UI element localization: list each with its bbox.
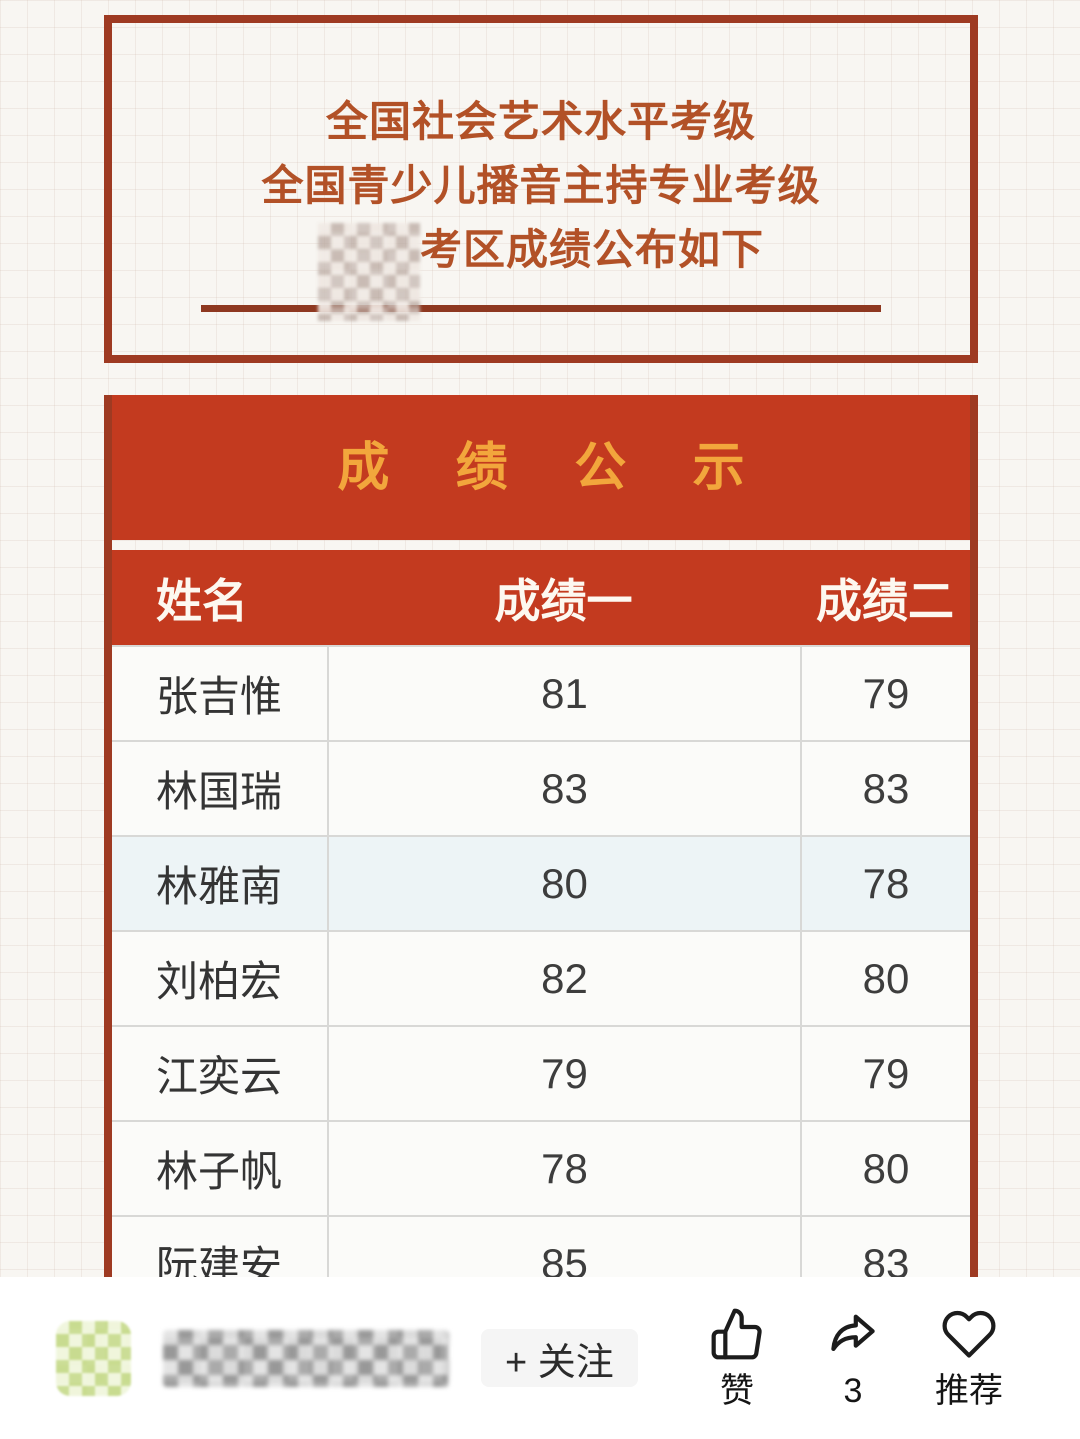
share-count-label: 3 xyxy=(843,1371,863,1410)
cell-score1: 78 xyxy=(327,1122,800,1215)
poster-title-line-3: 考区成绩公布如下 xyxy=(317,223,764,321)
column-header-name: 姓名 xyxy=(156,574,248,627)
poster-title-line-1: 全国社会艺术水平考级 xyxy=(325,98,756,145)
cell-score1: 80 xyxy=(327,837,800,930)
share-arrow-icon[interactable] xyxy=(825,1306,881,1362)
cell-name: 张吉惟 xyxy=(156,673,283,720)
column-header-score1: 成绩一 xyxy=(494,574,633,627)
results-section: 成 绩 公 示 姓名 成绩一 成绩二 张吉惟 81 79 林国瑞 83 83 林… xyxy=(104,395,978,1277)
cell-score2: 80 xyxy=(800,1122,970,1215)
cell-score2: 83 xyxy=(800,742,970,835)
cell-score2: 79 xyxy=(800,1027,970,1120)
column-header-score2: 成绩二 xyxy=(816,574,954,627)
table-row: 刘柏宏 82 80 xyxy=(112,930,970,1025)
cell-name: 刘柏宏 xyxy=(156,958,283,1005)
table-row: 林雅南 80 78 xyxy=(112,835,970,930)
poster-title-line-3-text: 考区成绩公布如下 xyxy=(419,226,764,273)
poster-title-line-2: 全国青少儿播音主持专业考级 xyxy=(261,162,821,209)
share-button[interactable]: 3 xyxy=(822,1306,884,1411)
censored-region-wrap xyxy=(317,223,420,321)
cell-name: 阮建安 xyxy=(156,1243,283,1277)
cell-name: 江奕云 xyxy=(156,1053,283,1100)
results-banner: 成 绩 公 示 xyxy=(112,395,970,540)
censored-exam-area-mosaic xyxy=(317,223,420,321)
cell-score1: 82 xyxy=(327,932,800,1025)
recommend-label: 推荐 xyxy=(935,1371,1003,1410)
results-poster-image[interactable]: 全国社会艺术水平考级 全国青少儿播音主持专业考级 考区成绩公布如下 成 绩 公 … xyxy=(0,0,1080,1277)
recommend-button[interactable]: 推荐 xyxy=(935,1306,1003,1411)
poster-title-box: 全国社会艺术水平考级 全国青少儿播音主持专业考级 考区成绩公布如下 xyxy=(104,15,978,363)
banner-gap xyxy=(112,540,970,550)
author-name-blurred[interactable] xyxy=(163,1329,449,1387)
post-footer-bar: + 关注 赞 3 推荐 xyxy=(0,1277,1080,1439)
table-header-row: 姓名 成绩一 成绩二 xyxy=(112,550,970,645)
table-row: 林国瑞 83 83 xyxy=(112,740,970,835)
cell-score1: 83 xyxy=(327,742,800,835)
cell-score1: 85 xyxy=(327,1217,800,1277)
table-row: 江奕云 79 79 xyxy=(112,1025,970,1120)
post-actions: 赞 3 推荐 xyxy=(706,1277,1003,1439)
cell-name: 林子帆 xyxy=(156,1148,283,1195)
table-row: 张吉惟 81 79 xyxy=(112,645,970,740)
follow-button[interactable]: + 关注 xyxy=(481,1329,638,1387)
cell-score2: 79 xyxy=(800,647,970,740)
author-info: + 关注 xyxy=(56,1277,638,1439)
results-banner-title: 成 绩 公 示 xyxy=(337,438,771,497)
cell-name: 林雅南 xyxy=(156,863,283,910)
table-row: 林子帆 78 80 xyxy=(112,1120,970,1215)
cell-score2: 83 xyxy=(800,1217,970,1277)
cell-score2: 78 xyxy=(800,837,970,930)
heart-icon[interactable] xyxy=(941,1306,997,1362)
like-label: 赞 xyxy=(720,1371,754,1410)
like-button[interactable]: 赞 xyxy=(706,1306,768,1411)
cell-score1: 81 xyxy=(327,647,800,740)
author-avatar-blurred[interactable] xyxy=(56,1320,131,1396)
title-underline xyxy=(201,305,881,312)
cell-score2: 80 xyxy=(800,932,970,1025)
cell-score1: 79 xyxy=(327,1027,800,1120)
cell-name: 林国瑞 xyxy=(156,768,283,815)
thumbs-up-icon[interactable] xyxy=(709,1306,765,1362)
table-row: 阮建安 85 83 xyxy=(112,1215,970,1277)
